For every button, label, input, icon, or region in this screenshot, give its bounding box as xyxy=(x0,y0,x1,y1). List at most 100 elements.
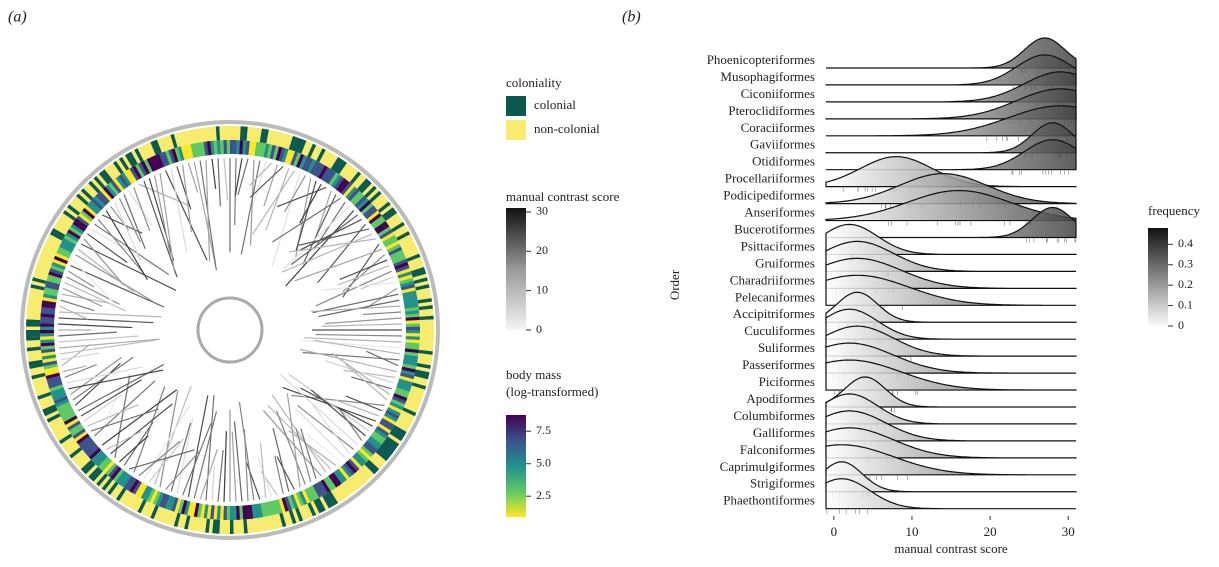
ring-segment xyxy=(124,492,135,507)
ring-segment xyxy=(318,165,328,180)
ring-segment xyxy=(287,150,296,165)
ring-segment xyxy=(370,433,384,445)
branch xyxy=(272,427,290,492)
colorbar-tick-label: 0 xyxy=(536,322,542,336)
branch xyxy=(274,455,284,494)
ring-segment xyxy=(42,404,57,413)
ring-segment xyxy=(60,240,75,251)
branch xyxy=(315,333,402,337)
ring-segment xyxy=(50,387,65,395)
ring-segment xyxy=(82,207,96,220)
ring-segment xyxy=(396,268,411,276)
ring-segment xyxy=(40,313,55,318)
ring-segment xyxy=(143,502,153,517)
ring-segment xyxy=(341,164,353,179)
ring-segment xyxy=(278,147,286,162)
ring-segment xyxy=(48,416,63,426)
ring-segment xyxy=(55,252,70,262)
branch xyxy=(289,238,376,253)
ring-segment xyxy=(40,250,56,259)
ring-segment xyxy=(40,329,55,334)
ring-segment xyxy=(90,468,103,482)
colorbar-tick-label: 0.4 xyxy=(1178,236,1193,250)
ring-segment xyxy=(100,188,113,202)
ring-segment xyxy=(345,460,358,474)
ring-segment xyxy=(156,138,166,153)
ring-segment xyxy=(319,496,329,511)
ring-segment xyxy=(341,481,353,496)
ring-segment xyxy=(27,301,42,307)
branch xyxy=(193,161,217,266)
branch xyxy=(237,158,249,195)
ring-segment xyxy=(166,134,175,150)
ring-segment xyxy=(42,246,57,256)
ring-segment xyxy=(67,420,81,431)
branch xyxy=(148,438,185,483)
ring-segment xyxy=(62,438,77,450)
ring-segment xyxy=(419,343,434,348)
branch xyxy=(176,166,192,210)
ring-segment xyxy=(248,141,254,156)
ring-segment xyxy=(93,175,106,189)
ring-segment xyxy=(257,142,264,157)
colorbar-tick-label: 0 xyxy=(1178,318,1184,332)
ring-segment xyxy=(272,145,280,161)
ring-segment xyxy=(415,366,431,373)
ring-segment xyxy=(397,416,412,426)
ring-segment xyxy=(275,513,283,528)
ring-segment xyxy=(394,261,409,270)
ring-segment xyxy=(203,504,209,519)
x-tick-label: 10 xyxy=(905,524,918,539)
ring-segment xyxy=(80,459,94,472)
ring-segment xyxy=(330,472,342,486)
ring-segment xyxy=(168,149,176,164)
ring-segment xyxy=(69,201,83,214)
ring-segment xyxy=(349,171,362,185)
ring-segment xyxy=(86,202,100,215)
ring-segment xyxy=(291,137,300,152)
ring-segment xyxy=(404,348,419,354)
ring-segment xyxy=(212,519,217,534)
y-tick-label: Coraciiformes xyxy=(741,120,815,135)
ring-segment xyxy=(361,183,375,196)
ring-segment xyxy=(216,140,221,155)
ring-segment xyxy=(282,511,290,527)
branch xyxy=(165,170,208,261)
y-tick-label: Musophagiformes xyxy=(720,69,815,84)
ring-segment xyxy=(64,207,79,219)
branch xyxy=(238,401,255,501)
y-tick-label: Gruiformes xyxy=(755,255,815,270)
branch xyxy=(60,299,95,312)
ring-segment xyxy=(84,205,98,217)
branch xyxy=(281,233,373,273)
ring-segment xyxy=(71,198,85,211)
branch xyxy=(294,248,383,282)
ridge xyxy=(825,173,1077,205)
ring-segment xyxy=(298,490,308,505)
ring-segment xyxy=(335,468,347,482)
ring-segment xyxy=(285,510,294,526)
branch xyxy=(343,369,396,379)
branch xyxy=(128,449,195,470)
ridge xyxy=(825,88,1077,120)
branch xyxy=(77,248,135,293)
ring-segment xyxy=(301,156,311,171)
ring-segment xyxy=(194,128,201,143)
ring-segment xyxy=(262,516,269,531)
branch xyxy=(101,389,178,446)
y-tick-label: Passeriformes xyxy=(742,357,815,372)
x-tick-label: 20 xyxy=(984,524,997,539)
ring-segment xyxy=(263,502,270,517)
y-tick-label: Strigiformes xyxy=(750,476,815,491)
branch xyxy=(233,421,243,502)
ring-segment xyxy=(183,500,191,516)
ring-segment xyxy=(184,130,191,145)
ring-segment xyxy=(107,182,120,196)
ring-segment xyxy=(53,255,69,265)
branch xyxy=(249,165,284,198)
ring-segment xyxy=(377,201,391,214)
ring-segment xyxy=(393,258,408,268)
ring-segment xyxy=(146,488,156,503)
branch xyxy=(159,172,176,273)
branch xyxy=(223,158,229,201)
